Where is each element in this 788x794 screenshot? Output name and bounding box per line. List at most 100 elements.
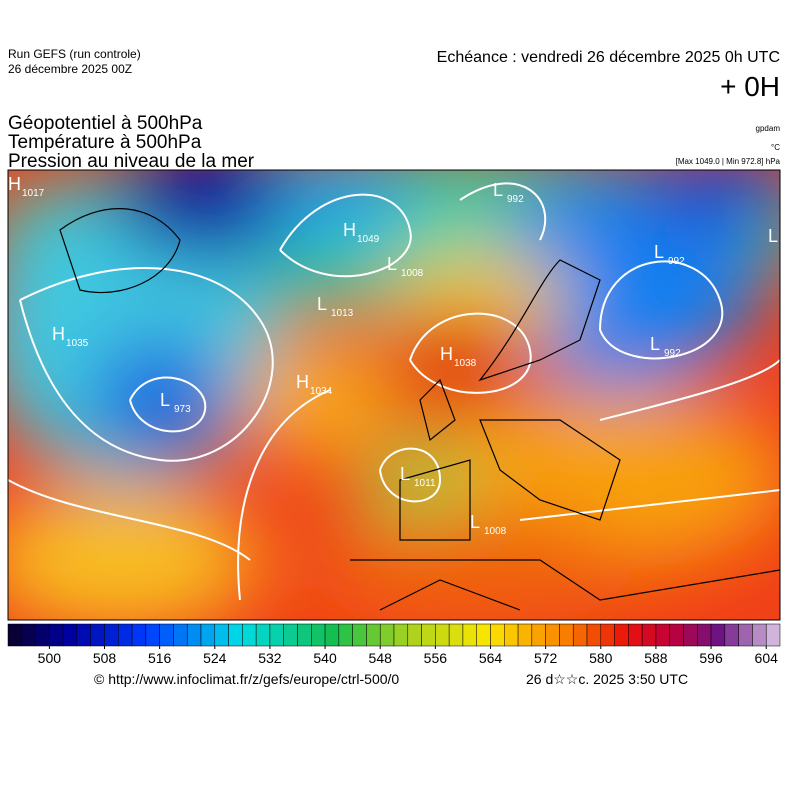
center-value: 1034 [310, 386, 333, 397]
colorbar-box [586, 623, 602, 647]
center-letter: H [8, 174, 21, 194]
colorbar-box [173, 623, 188, 647]
colorbar-box [697, 623, 712, 647]
map-frame [7, 169, 781, 621]
center-letter: H [440, 344, 453, 364]
unit: [Max 1049.0 | Min 972.8] hPa [676, 157, 781, 166]
colorbar-box [7, 623, 23, 647]
colorbar-box [545, 623, 560, 647]
colorbar-box [421, 623, 436, 647]
colorbar-box [559, 623, 574, 647]
colorbar-box [242, 623, 257, 647]
center-value: 1011 [414, 478, 436, 489]
colorbar-box [531, 623, 546, 647]
center-letter: L [654, 242, 664, 262]
colorbar-tick-label: 596 [699, 650, 723, 666]
colorbar-box [710, 623, 726, 647]
colorbar-box [228, 623, 243, 647]
colorbar-box [600, 623, 615, 647]
colorbar-box [104, 623, 119, 647]
colorbar-box [186, 623, 202, 647]
center-letter: H [343, 220, 356, 240]
center-value: 1008 [484, 526, 507, 537]
footer-url: © http://www.infoclimat.fr/z/gefs/europe… [94, 671, 399, 687]
field: Pression au niveau de la mer [8, 151, 255, 172]
colorbar-box [490, 623, 505, 647]
colorbar-box [476, 623, 491, 647]
colorbar-box [765, 623, 781, 647]
colorbar-tick-label: 524 [203, 650, 227, 666]
colorbar-box [393, 623, 409, 647]
colorbar-tick-label: 564 [479, 650, 503, 666]
colorbar-tick-label: 556 [424, 650, 448, 666]
colorbar-box [131, 623, 147, 647]
center-letter: L [650, 334, 660, 354]
colorbar-box [76, 623, 91, 647]
center-value: 992 [668, 256, 685, 267]
center-letter: H [52, 324, 65, 344]
colorbar-box [49, 623, 64, 647]
colorbar-box [407, 623, 422, 647]
center-value: 1038 [454, 358, 477, 369]
colorbar-box [214, 623, 229, 647]
run-date: 26 décembre 2025 00Z [8, 62, 132, 76]
colorbar-tick-label: 604 [755, 650, 779, 666]
center-letter: L [493, 180, 503, 200]
colorbar-box [366, 623, 381, 647]
colorbar-box [683, 623, 698, 647]
colorbar-tick-label: 532 [258, 650, 282, 666]
field: Température à 500hPa [8, 132, 202, 153]
colorbar-box [145, 623, 160, 647]
colorbar-box [435, 623, 450, 647]
center-value: 992 [507, 194, 524, 205]
colorbar-tick-label: 548 [369, 650, 393, 666]
center-value: 1008 [401, 268, 424, 279]
colorbar-box [448, 623, 464, 647]
colorbar-box [752, 623, 767, 647]
colorbar-box [352, 623, 367, 647]
colorbar-box [159, 623, 174, 647]
colorbar-box [517, 623, 533, 647]
colorbar-box [724, 623, 739, 647]
center-value: 1049 [357, 234, 380, 245]
colorbar-box [283, 623, 298, 647]
colorbar-box [628, 623, 643, 647]
center-value: 992 [664, 348, 681, 359]
colorbar-box [462, 623, 477, 647]
center-letter: L [160, 390, 170, 410]
offset: + 0H [720, 71, 780, 102]
center-letter: H [296, 372, 309, 392]
unit: gpdam [756, 124, 781, 133]
colorbar-box [379, 623, 395, 647]
colorbar-tick-label: 508 [93, 650, 117, 666]
run: Run GEFS (run controle) [8, 47, 141, 61]
center-letter: L [470, 512, 480, 532]
colorbar-box [504, 623, 519, 647]
center-value: 1013 [331, 308, 354, 319]
echeance: Echéance : vendredi 26 décembre 2025 0h … [437, 49, 780, 66]
center-value: 973 [174, 404, 191, 415]
center-letter: L [387, 254, 397, 274]
colorbar-box [655, 623, 670, 647]
center-letter: L [768, 226, 778, 246]
colorbar-box [118, 623, 133, 647]
colorbar-box [62, 623, 78, 647]
colorbar-box [311, 623, 326, 647]
colorbar-tick-label: 572 [534, 650, 558, 666]
colorbar-box [614, 623, 629, 647]
unit: °C [771, 143, 780, 152]
footer-time: 26 d☆☆c. 2025 3:50 UTC [526, 671, 688, 687]
center-value: 1017 [22, 188, 45, 199]
colorbar-box [338, 623, 353, 647]
colorbar-box [200, 623, 216, 647]
colorbar-box [641, 623, 657, 647]
field: Géopotentiel à 500hPa [8, 113, 203, 134]
colorbar-tick-label: 580 [589, 650, 613, 666]
colorbar-box [255, 623, 271, 647]
colorbar-box [324, 623, 340, 647]
colorbar-tick-label: 540 [313, 650, 337, 666]
colorbar-tick-label: 500 [38, 650, 62, 666]
center-value: 1035 [66, 338, 89, 349]
center-letter: L [317, 294, 327, 314]
